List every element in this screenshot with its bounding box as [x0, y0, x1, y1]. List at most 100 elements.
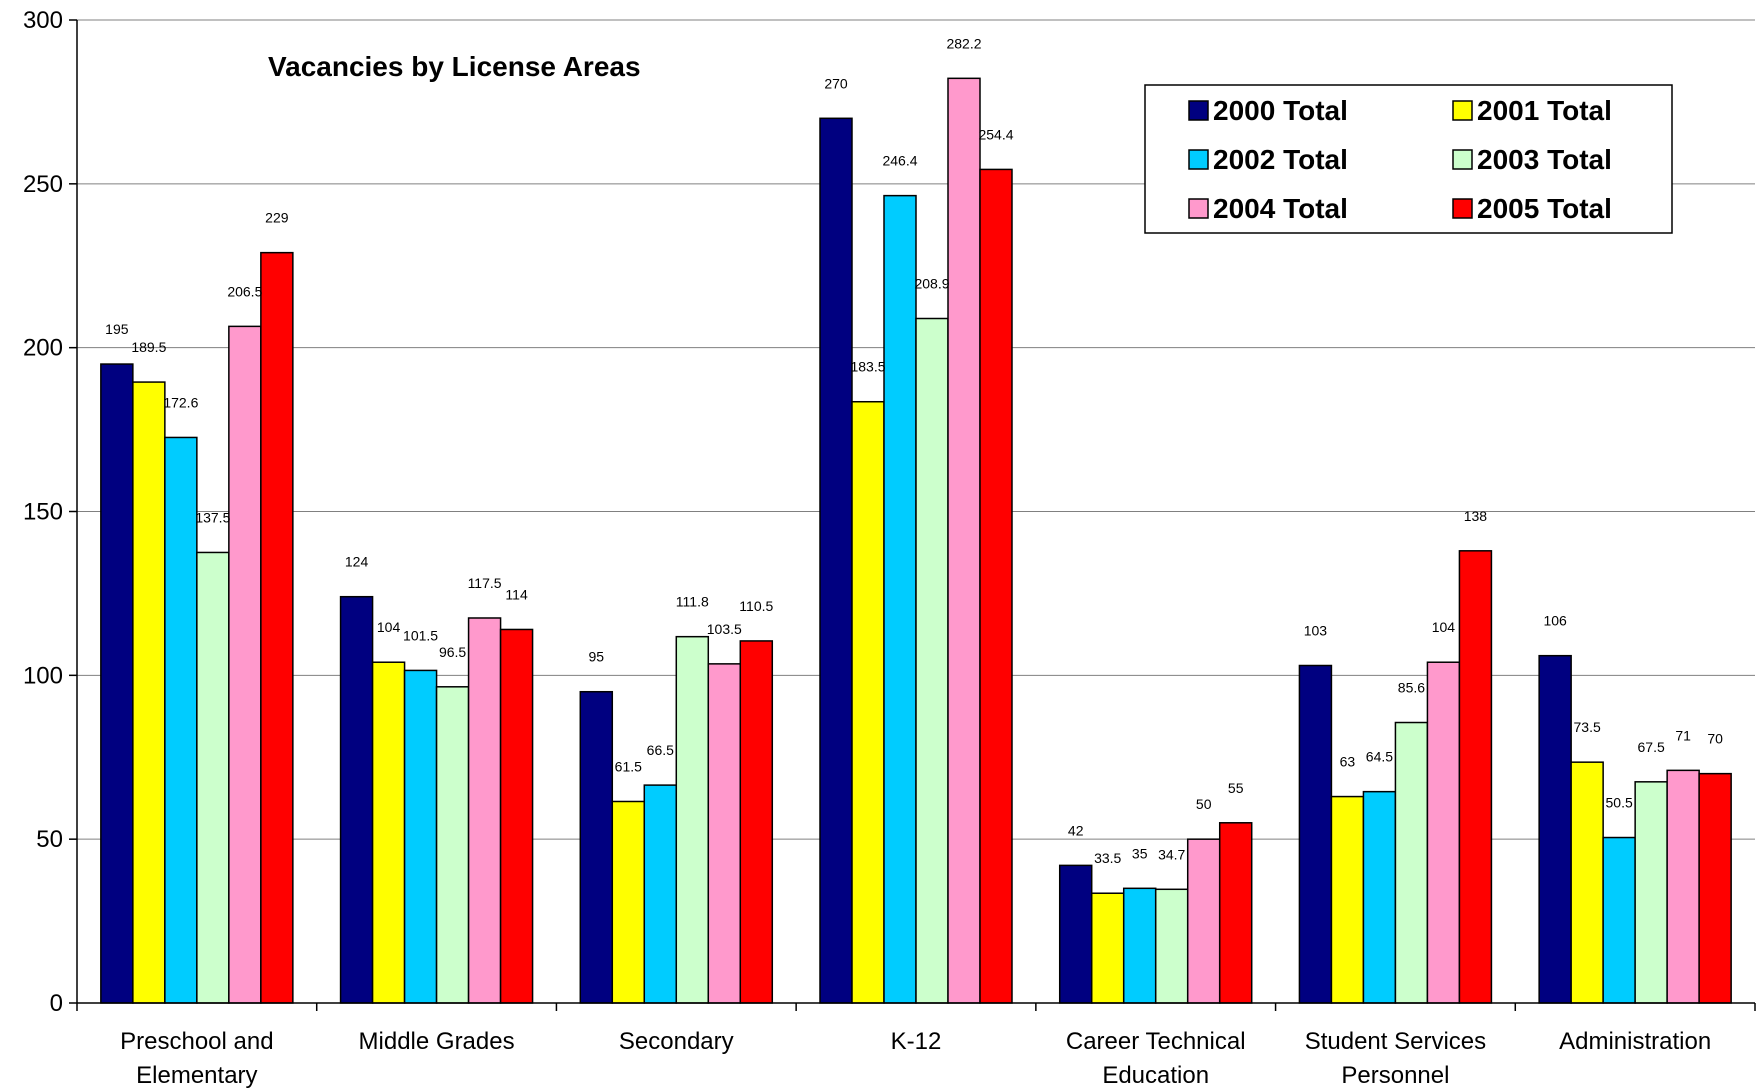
- data-label-2002-total-0: 172.6: [163, 394, 198, 410]
- data-label-2004-total-6: 71: [1675, 727, 1691, 743]
- data-label-2004-total-0: 206.5: [227, 283, 262, 299]
- category-label-line: Administration: [1559, 1028, 1711, 1055]
- bar-2002-total-5: [1362, 790, 1397, 1004]
- bar-2004-total-1: [467, 617, 502, 1004]
- data-label-2001-total-2: 61.5: [615, 758, 642, 774]
- bar-2000-total-5: [1298, 664, 1333, 1004]
- data-label-2001-total-0: 189.5: [131, 339, 166, 355]
- y-tick-label-300: 300: [23, 7, 63, 34]
- bar-2005-total-3: [979, 168, 1013, 1004]
- bar-2005-total-4: [1218, 822, 1253, 1004]
- bar-2003-total-1: [435, 686, 470, 1004]
- data-label-2002-total-5: 64.5: [1366, 749, 1393, 765]
- data-label-2000-total-5: 103: [1304, 623, 1328, 639]
- bar-2005-total-1: [499, 628, 534, 1004]
- y-tick-label-150: 150: [23, 499, 63, 526]
- y-tick-label-50: 50: [36, 826, 63, 853]
- legend-swatch-0: [1188, 100, 1209, 121]
- data-label-2002-total-3: 246.4: [882, 153, 917, 169]
- data-labels: 195 124 95 270 42 103 106 189.5 104 61.5 183.5 33.5…: [105, 35, 1723, 866]
- legend-label-1: 2001 Total: [1477, 95, 1612, 126]
- bar-2003-total-5: [1394, 721, 1429, 1004]
- bar-2001-total-1: [371, 661, 406, 1004]
- data-label-2001-total-1: 104: [377, 619, 401, 635]
- category-label-0: Preschool and Elementary: [120, 1028, 273, 1089]
- bar-2005-total-0: [260, 251, 294, 1004]
- data-label-2005-total-3: 254.4: [978, 126, 1013, 142]
- y-tick-label-0: 0: [50, 990, 63, 1017]
- legend-swatch-1: [1452, 100, 1473, 121]
- bar-2002-total-6: [1602, 836, 1636, 1004]
- bar-2004-total-2: [707, 663, 742, 1004]
- bar-2003-total-0: [196, 551, 230, 1004]
- category-label-1: Middle Grades: [359, 1028, 515, 1055]
- legend-box: [1144, 84, 1673, 234]
- data-label-2002-total-4: 35: [1132, 845, 1148, 861]
- bar-2001-total-2: [611, 800, 646, 1004]
- legend: 2000 Total 2001 Total 2002 Total 2003 Total…: [1144, 84, 1673, 234]
- bar-2003-total-3: [915, 317, 949, 1004]
- data-label-2003-total-5: 85.6: [1398, 680, 1425, 696]
- bar-2001-total-6: [1570, 761, 1604, 1004]
- data-label-2005-total-1: 114: [505, 586, 528, 602]
- bar-2000-total-1: [339, 595, 374, 1004]
- bar-2003-total-4: [1154, 888, 1189, 1004]
- data-label-2000-total-0: 195: [105, 321, 129, 337]
- category-label-line: Education: [1102, 1062, 1209, 1089]
- bar-2000-total-6: [1538, 654, 1572, 1004]
- bar-2000-total-0: [100, 363, 134, 1004]
- chart-title: Vacancies by License Areas: [268, 51, 641, 82]
- legend-swatch-2: [1188, 149, 1209, 170]
- data-label-2003-total-4: 34.7: [1158, 846, 1185, 862]
- data-label-2001-total-6: 73.5: [1574, 719, 1601, 735]
- bar-2002-total-4: [1122, 887, 1157, 1004]
- bar-2001-total-3: [851, 400, 885, 1004]
- category-label-line: K-12: [891, 1028, 942, 1055]
- legend-label-5: 2005 Total: [1477, 193, 1612, 224]
- data-label-2005-total-0: 229: [265, 210, 289, 226]
- bar-2001-total-4: [1090, 892, 1125, 1004]
- data-label-2005-total-5: 138: [1464, 508, 1488, 524]
- data-label-2005-total-4: 55: [1228, 780, 1244, 796]
- data-label-2001-total-5: 63: [1340, 754, 1356, 770]
- bar-2004-total-4: [1186, 838, 1221, 1004]
- category-label-line: Preschool and: [120, 1028, 273, 1055]
- legend-swatch-4: [1188, 198, 1209, 219]
- legend-swatch-5: [1452, 198, 1473, 219]
- bar-2003-total-2: [675, 635, 710, 1004]
- category-label-line: Middle Grades: [359, 1028, 515, 1055]
- data-label-2001-total-4: 33.5: [1094, 850, 1121, 866]
- y-tick-label-250: 250: [23, 171, 63, 198]
- axes: 0 50 100 150 200 250 300 Preschool and Elementar…: [23, 7, 1756, 1089]
- data-label-2000-total-2: 95: [588, 649, 604, 665]
- bar-2001-total-5: [1330, 795, 1365, 1004]
- category-label-4: Career Technical Education: [1066, 1028, 1246, 1089]
- bar-2004-total-6: [1666, 769, 1700, 1004]
- data-label-2001-total-3: 183.5: [850, 359, 885, 375]
- bar-2005-total-5: [1458, 550, 1493, 1004]
- data-label-2005-total-2: 110.5: [739, 598, 773, 614]
- bar-2002-total-3: [883, 194, 917, 1004]
- bar-2001-total-0: [132, 381, 166, 1004]
- bar-2004-total-5: [1426, 661, 1461, 1004]
- data-label-2004-total-1: 117.5: [468, 575, 502, 591]
- data-label-2003-total-3: 208.9: [914, 276, 949, 292]
- data-label-2000-total-3: 270: [824, 75, 848, 91]
- bar-2004-total-0: [228, 325, 262, 1004]
- legend-label-4: 2004 Total: [1213, 193, 1348, 224]
- data-label-2003-total-1: 96.5: [439, 644, 466, 660]
- data-label-2003-total-6: 67.5: [1638, 739, 1665, 755]
- data-label-2004-total-2: 103.5: [707, 621, 742, 637]
- legend-swatch-3: [1452, 149, 1473, 170]
- data-label-2005-total-6: 70: [1707, 731, 1723, 747]
- legend-label-0: 2000 Total: [1213, 95, 1348, 126]
- data-label-2002-total-6: 50.5: [1606, 795, 1633, 811]
- data-label-2004-total-3: 282.2: [946, 35, 981, 51]
- data-label-2003-total-0: 137.5: [195, 509, 230, 525]
- category-label-5: Student Services Personnel: [1305, 1028, 1486, 1089]
- data-label-2002-total-1: 101.5: [403, 627, 438, 643]
- category-label-line: Student Services: [1305, 1028, 1486, 1055]
- data-label-2004-total-4: 50: [1196, 796, 1212, 812]
- category-label-2: Secondary: [619, 1028, 734, 1055]
